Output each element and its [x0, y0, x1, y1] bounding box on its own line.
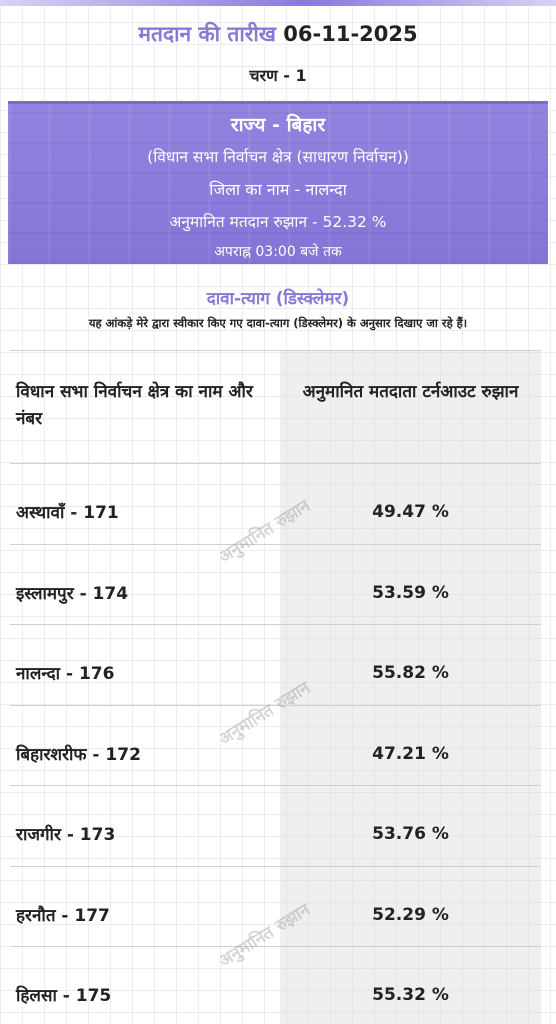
district-turnout: अनुमानित मतदान रुझान - 52.32 % — [169, 213, 387, 231]
table-row: अस्थावाँ - 171 49.47 % — [10, 464, 541, 545]
turnout-value: 53.59 % — [372, 582, 449, 603]
disclaimer-title: दावा-त्याग (डिस्क्लेमर) — [206, 289, 350, 309]
election-type: (विधान सभा निर्वाचन क्षेत्र (साधारण निर्… — [147, 148, 409, 166]
poll-date-label: मतदान की तारीख — [138, 22, 276, 46]
state-name: राज्य - बिहार — [230, 114, 326, 136]
constituency-name: हरनौत - 177 — [16, 905, 110, 926]
constituency-name: राजगीर - 173 — [16, 825, 116, 845]
turnout-value: 52.29 % — [372, 904, 449, 925]
table-row: हिलसा - 175 55.32 % — [10, 947, 541, 1024]
header-constituency: विधान सभा निर्वाचन क्षेत्र का नाम और नंब… — [16, 382, 253, 429]
state-banner: राज्य - बिहार (विधान सभा निर्वाचन क्षेत्… — [8, 101, 548, 264]
table-row: इस्लामपुर - 174 53.59 % — [10, 545, 541, 625]
table-row: हरनौत - 177 52.29 % — [10, 867, 541, 947]
turnout-value: 55.82 % — [372, 663, 449, 683]
turnout-value: 49.47 % — [372, 502, 449, 522]
constituency-turnout-table: विधान सभा निर्वाचन क्षेत्र का नाम और नंब… — [10, 350, 541, 1024]
disclaimer-text: यह आंकड़े मेरे द्वारा स्वीकार किए गए दाव… — [88, 316, 468, 330]
constituency-name: बिहारशरीफ - 172 — [16, 744, 141, 765]
phase-label: चरण - 1 — [249, 66, 307, 85]
constituency-name: इस्लामपुर - 174 — [16, 583, 129, 604]
turnout-value: 47.21 % — [372, 743, 449, 764]
top-accent-strip — [0, 0, 556, 6]
constituency-name: नालन्दा - 176 — [16, 664, 115, 684]
poll-date-heading: मतदान की तारीख 06-11-2025 — [0, 20, 556, 48]
turnout-value: 55.32 % — [372, 985, 449, 1005]
table-row: राजगीर - 173 53.76 % — [10, 786, 541, 867]
constituency-name: अस्थावाँ - 171 — [16, 503, 119, 523]
poll-date-value: 06-11-2025 — [283, 22, 418, 46]
district-name: जिला का नाम - नालन्दा — [209, 180, 347, 199]
turnout-value: 53.76 % — [372, 824, 449, 844]
constituency-name: हिलसा - 175 — [16, 986, 112, 1006]
table-header: विधान सभा निर्वाचन क्षेत्र का नाम और नंब… — [10, 351, 541, 464]
turnout-time: अपराह्न 03:00 बजे तक — [214, 244, 342, 260]
table-row: नालन्दा - 176 55.82 % — [10, 625, 541, 706]
header-turnout: अनुमानित मतदाता टर्नआउट रुझान — [302, 382, 519, 402]
table-row: बिहारशरीफ - 172 47.21 % — [10, 706, 541, 786]
